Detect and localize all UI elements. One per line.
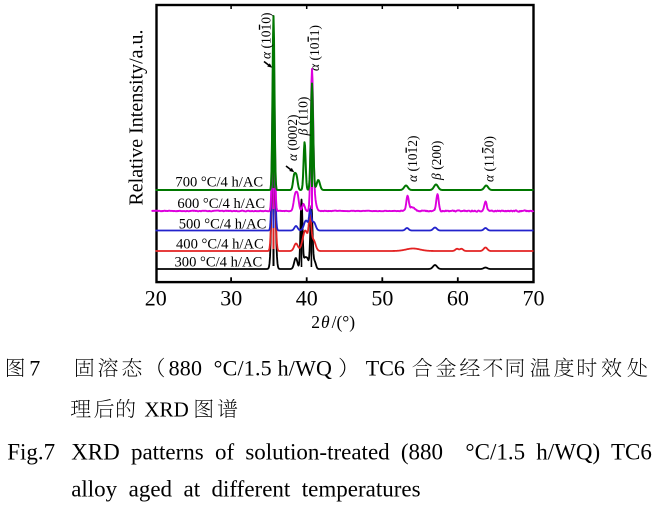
svg-text:7: 7 (29, 356, 40, 381)
svg-text:700 °C/4 h/AC: 700 °C/4 h/AC (175, 175, 263, 191)
svg-text:α (0002): α (0002) (285, 115, 300, 161)
svg-text:α (1012): α (1012) (405, 136, 420, 182)
svg-text:20: 20 (145, 285, 167, 310)
svg-text:TC6: TC6 (366, 356, 405, 381)
svg-text:880 °C/1.5 h/WQ: 880 °C/1.5 h/WQ (169, 356, 333, 381)
svg-text:Relative Intensity/a.u.: Relative Intensity/a.u. (126, 29, 148, 205)
svg-text:XRD patterns of solution-treat: XRD patterns of solution-treated (880 °C… (71, 440, 652, 465)
svg-text:α (1010): α (1010) (258, 13, 273, 59)
svg-text:α (1011): α (1011) (307, 25, 322, 71)
svg-text:600 °C/4 h/AC: 600 °C/4 h/AC (177, 196, 265, 212)
svg-text:50: 50 (371, 285, 393, 310)
svg-text:400 °C/4 h/AC: 400 °C/4 h/AC (176, 237, 264, 253)
svg-text:30: 30 (220, 285, 242, 310)
svg-text:2θ/(°): 2θ/(°) (311, 312, 355, 332)
svg-text:300 °C/4 h/AC: 300 °C/4 h/AC (175, 255, 263, 271)
svg-text:α (1120): α (1120) (482, 136, 497, 182)
svg-text:alloy aged at different temper: alloy aged at different temperatures (71, 477, 420, 502)
svg-text:Fig.7: Fig.7 (7, 440, 55, 465)
svg-text:70: 70 (523, 285, 545, 310)
svg-text:β (110): β (110) (296, 97, 311, 137)
svg-text:500 °C/4 h/AC: 500 °C/4 h/AC (179, 216, 267, 232)
svg-text:60: 60 (447, 285, 469, 310)
svg-text:40: 40 (296, 285, 318, 310)
svg-text:β (200): β (200) (429, 141, 444, 181)
svg-text:XRD: XRD (144, 398, 188, 422)
